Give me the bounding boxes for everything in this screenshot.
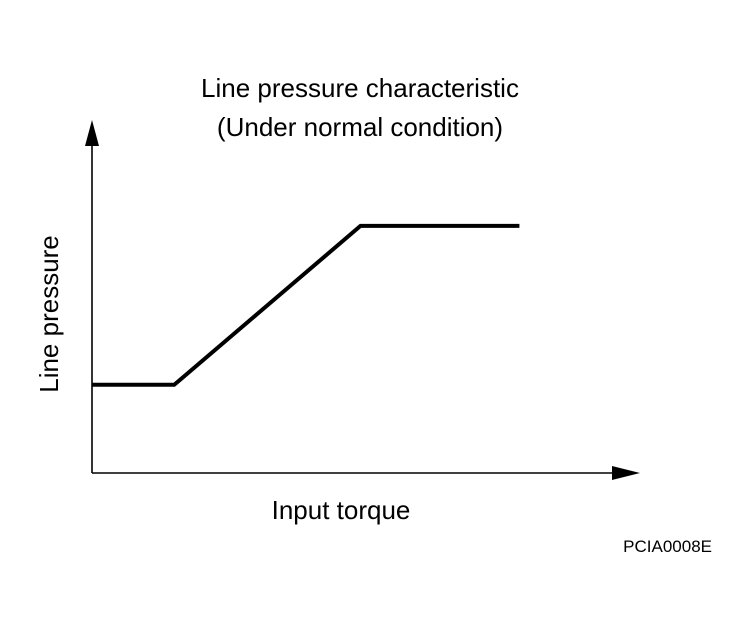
chart-subtitle: (Under normal condition)	[217, 112, 503, 142]
figure-code: PCIA0008E	[623, 537, 712, 556]
x-axis-arrowhead	[612, 466, 640, 480]
y-axis-arrowhead	[85, 120, 99, 146]
y-axis-label: Line pressure	[34, 235, 64, 393]
chart-title: Line pressure characteristic	[201, 73, 519, 103]
x-axis-label: Input torque	[272, 495, 411, 525]
data-series-line	[92, 223, 520, 387]
chart-axes	[85, 120, 640, 480]
